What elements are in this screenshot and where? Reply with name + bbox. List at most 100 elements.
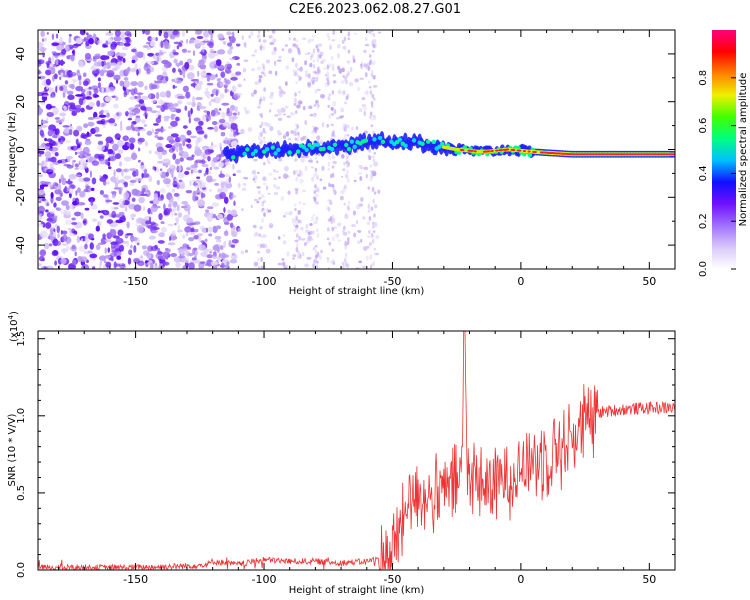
heatmap-cell (224, 67, 231, 74)
heatmap-cell (343, 187, 346, 192)
heatmap-cell (346, 241, 350, 245)
heatmap-cell (254, 231, 259, 236)
heatmap-cell (369, 90, 373, 95)
heatmap-cell (45, 78, 51, 86)
ridge-mid (527, 152, 533, 158)
heatmap-cell (176, 204, 180, 212)
heatmap-cell (58, 178, 61, 184)
ridge-mid (411, 138, 417, 143)
heatmap-cell (129, 96, 136, 100)
heatmap-cell (111, 206, 116, 210)
heatmap-cell (207, 127, 214, 130)
heatmap-cell (163, 178, 171, 185)
heatmap-cell (367, 66, 371, 71)
heatmap-cell (206, 82, 214, 86)
heatmap-cell (372, 84, 378, 88)
heatmap-cell (377, 189, 381, 194)
heatmap-cell (41, 142, 47, 147)
heatmap-cell (67, 94, 75, 101)
heatmap-cell (207, 226, 214, 233)
heatmap-cell (332, 131, 335, 137)
heatmap-cell (339, 115, 345, 118)
heatmap-cell (292, 170, 296, 175)
heatmap-cell (59, 76, 62, 81)
heatmap-cell (90, 199, 94, 207)
heatmap-cell (115, 263, 121, 267)
heatmap-cell (64, 44, 70, 52)
heatmap-cell (372, 230, 376, 233)
heatmap-cell (140, 255, 143, 259)
heatmap-cell (123, 191, 130, 199)
heatmap-cell (225, 158, 229, 166)
heatmap-cell (363, 110, 366, 117)
heatmap-cell (123, 181, 129, 188)
heatmap-cell (108, 155, 117, 162)
heatmap-cell (368, 61, 372, 66)
heatmap-cell (38, 205, 45, 214)
heatmap-cell (262, 176, 267, 182)
heatmap-cell (279, 88, 284, 94)
heatmap-cell (331, 63, 335, 69)
heatmap-cell (46, 202, 50, 207)
heatmap-cell (129, 182, 135, 187)
heatmap-cell (370, 170, 375, 174)
heatmap-cell (332, 80, 337, 84)
heatmap-cell (75, 138, 79, 145)
heatmap-cell (97, 242, 106, 246)
heatmap-cell (304, 60, 307, 66)
heatmap-cell (198, 151, 206, 157)
heatmap-cell (97, 39, 103, 45)
ridge-core-red (487, 150, 491, 153)
heatmap-cell (149, 235, 156, 240)
heatmap-cell (268, 109, 272, 113)
ridge-mid (344, 142, 349, 148)
heatmap-cell (85, 32, 89, 36)
heatmap-cell (316, 232, 320, 239)
heatmap-cell (92, 266, 96, 269)
heatmap-cell (372, 75, 376, 80)
heatmap-cell (298, 235, 302, 241)
heatmap-cell (315, 216, 319, 221)
heatmap-cell (75, 94, 84, 97)
heatmap-cell (90, 65, 97, 71)
heatmap-cell (38, 223, 44, 227)
heatmap-cell (282, 240, 287, 245)
heatmap-cell (156, 146, 164, 153)
heatmap-cell (119, 41, 125, 47)
heatmap-cell (54, 189, 62, 195)
heatmap-cell (295, 131, 298, 136)
ridge-mid (262, 149, 267, 154)
heatmap-cell (161, 59, 169, 65)
heatmap-cell (80, 134, 84, 139)
heatmap-cell (160, 255, 167, 260)
heatmap-cell (192, 80, 199, 84)
heatmap-cell (176, 100, 183, 105)
heatmap-cell (269, 41, 275, 46)
heatmap-cell (346, 263, 350, 269)
heatmap-cell (178, 150, 183, 154)
heatmap-cell (174, 212, 178, 216)
heatmap-cell (167, 242, 176, 246)
heatmap-cell (374, 204, 378, 209)
heatmap-cell (211, 144, 218, 148)
heatmap-cell (326, 258, 330, 263)
heatmap-cell (78, 245, 86, 252)
heatmap-cell (205, 87, 209, 93)
ridge-mid (349, 139, 355, 144)
heatmap-cell (75, 174, 82, 177)
heatmap-cell (59, 112, 67, 117)
heatmap-cell (105, 40, 109, 46)
heatmap-cell (88, 86, 92, 90)
heatmap-cell (184, 226, 192, 233)
heatmap-cell (373, 152, 377, 155)
heatmap-cell (312, 59, 316, 63)
heatmap-cell (88, 38, 94, 45)
heatmap-cell (242, 68, 247, 73)
heatmap-cell (60, 72, 64, 78)
heatmap-cell (174, 222, 177, 226)
heatmap-cell (46, 217, 54, 222)
heatmap-cell (314, 167, 318, 172)
heatmap-cell (241, 187, 247, 191)
heatmap-cell (313, 197, 317, 200)
heatmap-cell (86, 96, 90, 100)
